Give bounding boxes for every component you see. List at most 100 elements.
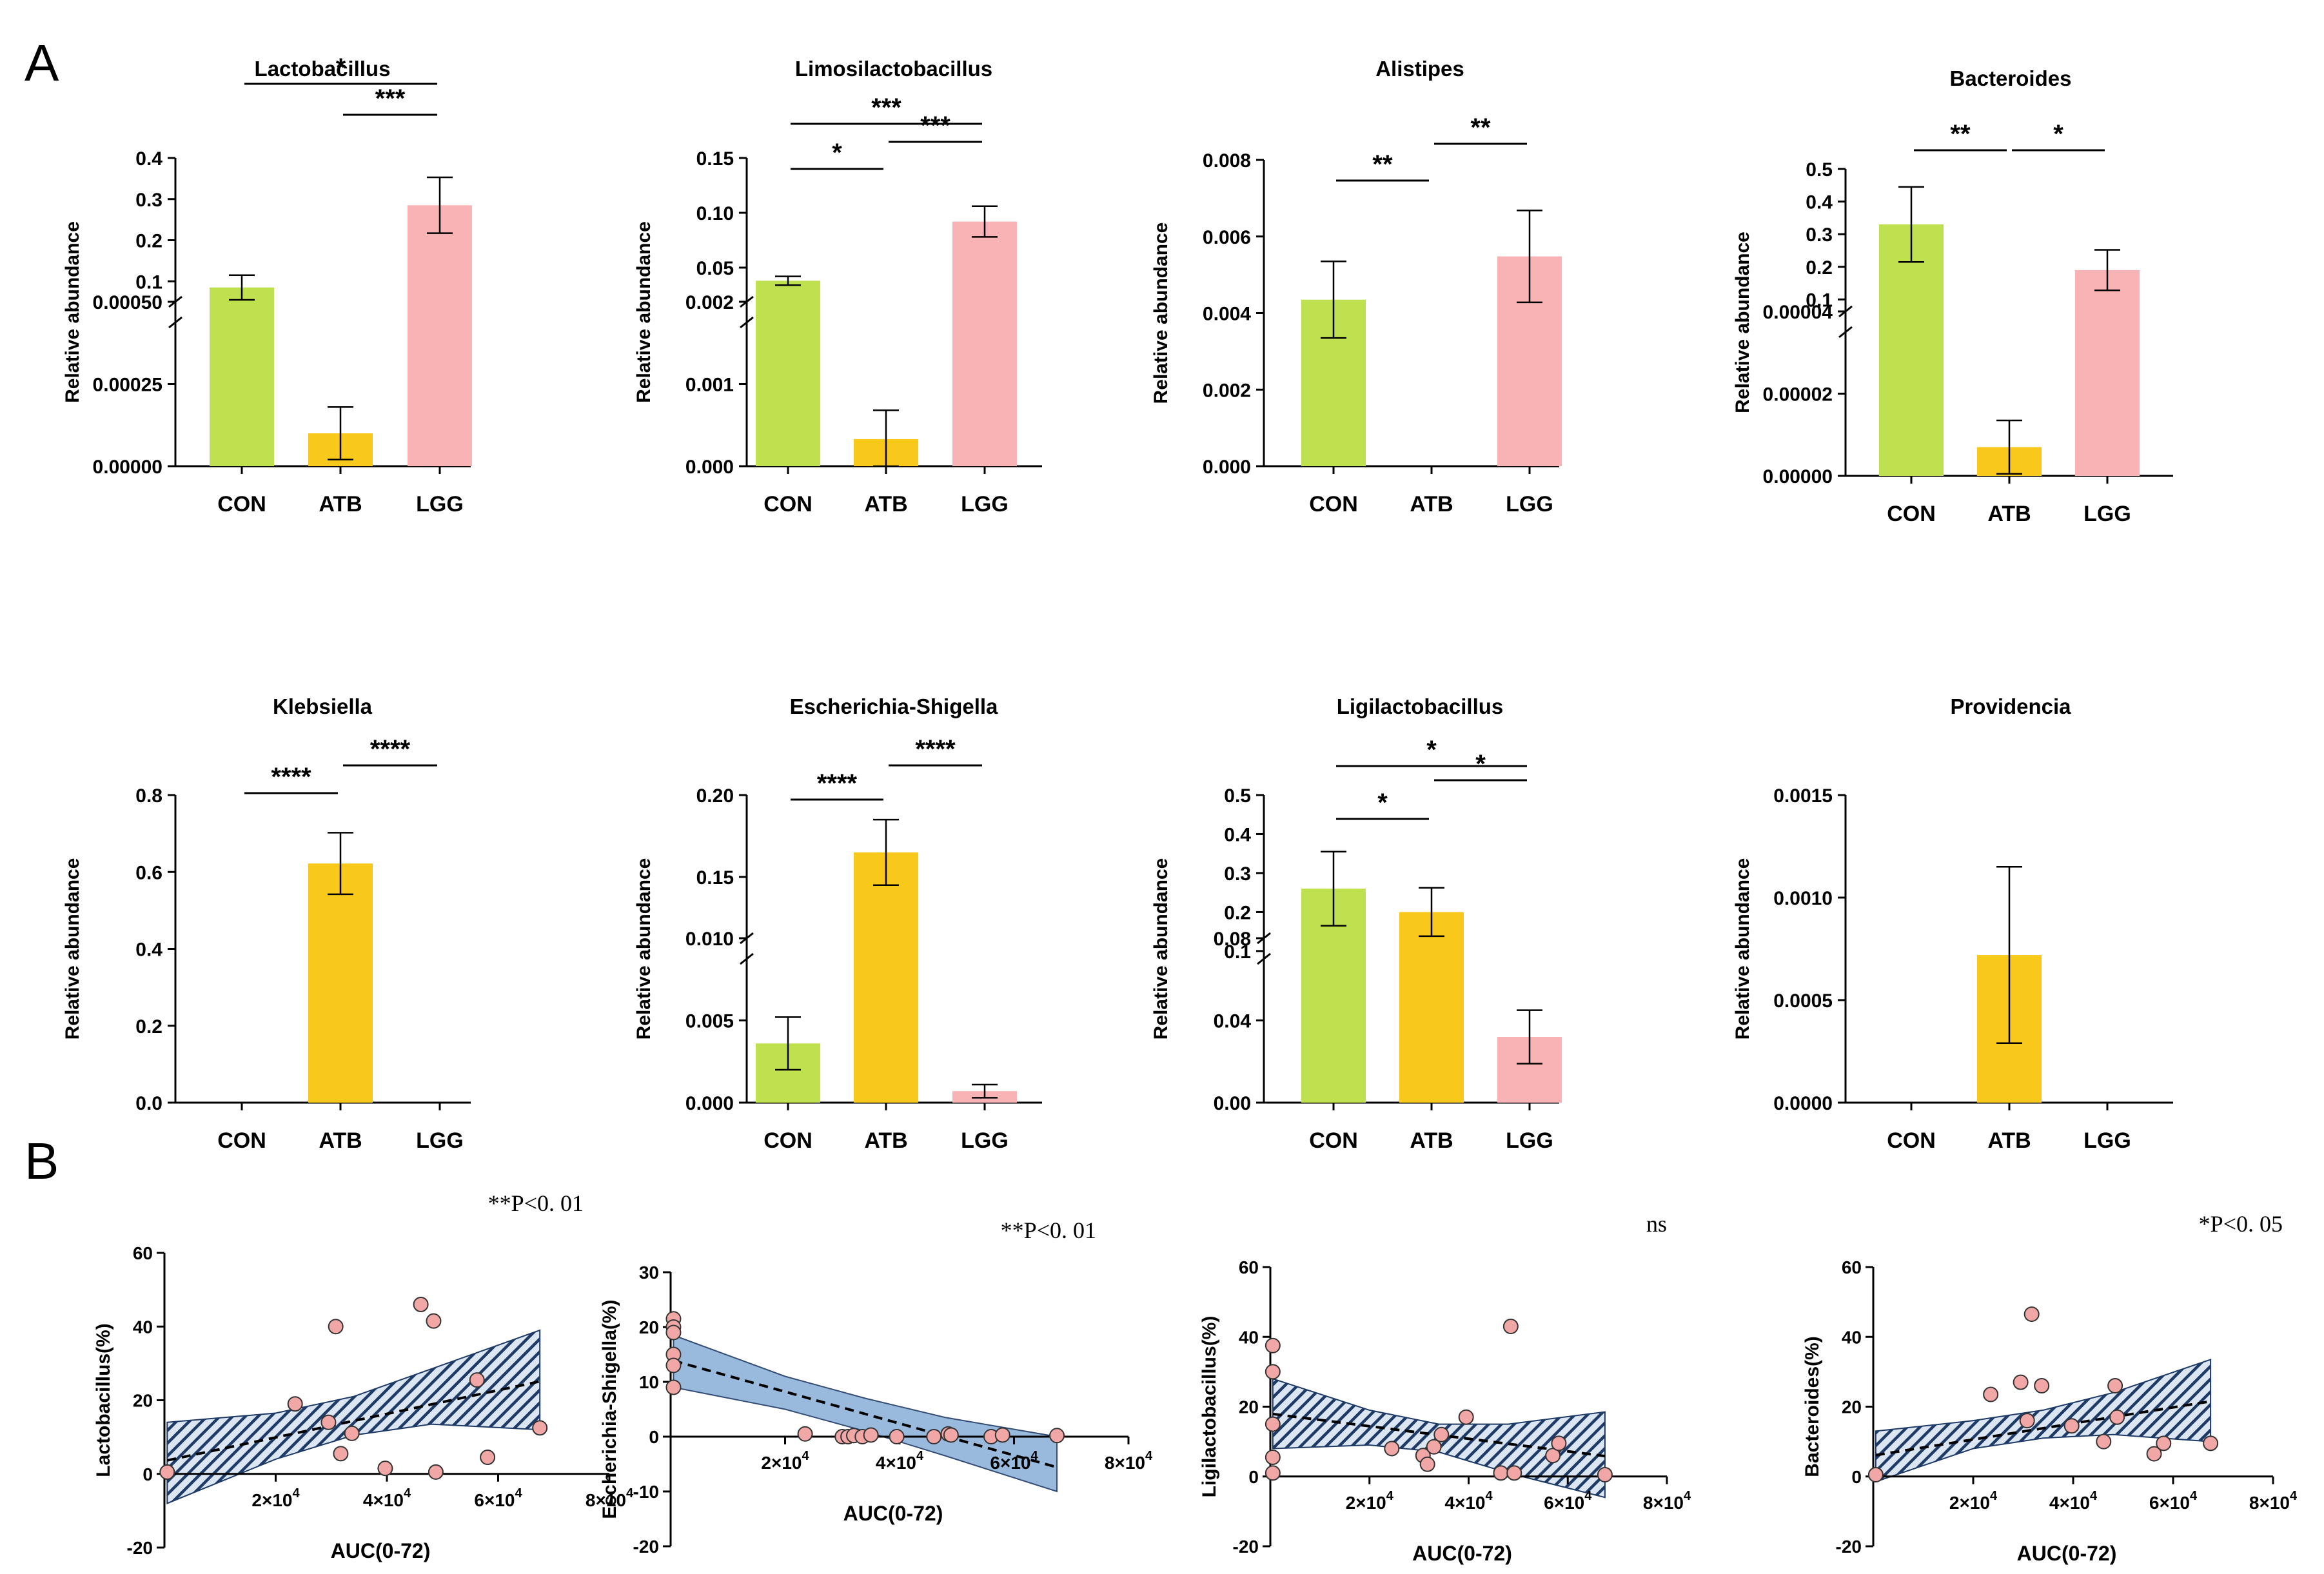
data-point bbox=[797, 1426, 813, 1442]
category-label: LGG bbox=[1506, 1128, 1553, 1153]
x-tick-exponent: 4 bbox=[404, 1486, 411, 1500]
x-tick-base: ×10 bbox=[771, 1453, 802, 1473]
significance-label: **** bbox=[915, 735, 956, 763]
y-tick-label: 0.3 bbox=[135, 190, 162, 211]
bar-chart-1: Lactobacillus Relative abundance 0.00000 0.… bbox=[62, 54, 472, 516]
y-tick-label: 0.15 bbox=[696, 148, 734, 170]
confidence-band bbox=[166, 1329, 541, 1504]
x-tick-label: 2×104 bbox=[251, 1486, 300, 1510]
bar-lower-segment bbox=[408, 302, 472, 466]
y-axis-label: Relative abundance bbox=[62, 858, 83, 1040]
data-point bbox=[1265, 1416, 1281, 1432]
regression-line bbox=[166, 1380, 540, 1462]
y-tick-label: 0.2 bbox=[1224, 902, 1251, 923]
category-label: ATB bbox=[1987, 502, 2031, 526]
y-tick-label: 0 bbox=[1248, 1467, 1259, 1487]
bar-chart-2: Limosilactobacillus Relative abundance 0.0… bbox=[633, 57, 1042, 516]
data-point bbox=[1265, 1364, 1281, 1380]
chart-title: Ligilactobacillus bbox=[1337, 694, 1504, 718]
x-tick-base: ×10 bbox=[1554, 1493, 1585, 1513]
y-tick-label: 0.002 bbox=[1203, 380, 1251, 401]
x-tick-mantissa: 6 bbox=[1544, 1493, 1554, 1513]
y-axis-label: Relative abundance bbox=[1732, 231, 1753, 413]
x-tick-label: 2×104 bbox=[1949, 1489, 1998, 1513]
y-tick-label: 0.2 bbox=[135, 231, 162, 252]
significance-label: *** bbox=[920, 112, 950, 140]
y-tick-label: 0.0015 bbox=[1773, 785, 1833, 807]
y-tick-label: 40 bbox=[1842, 1327, 1862, 1347]
y-tick-label: 0.20 bbox=[696, 785, 734, 807]
x-tick-exponent: 4 bbox=[916, 1449, 924, 1463]
significance-label: *** bbox=[375, 84, 406, 113]
y-axis-label: Bacteroides(%) bbox=[1802, 1336, 1823, 1477]
y-tick-label: 0.000 bbox=[685, 457, 734, 478]
category-label: LGG bbox=[416, 1128, 464, 1153]
y-tick-label: 0.04 bbox=[1214, 1011, 1252, 1032]
category-label: LGG bbox=[1506, 492, 1553, 516]
significance-annotation: ns bbox=[1646, 1211, 1667, 1237]
x-tick-mantissa: 2 bbox=[1346, 1493, 1356, 1513]
data-point bbox=[665, 1357, 682, 1373]
y-tick-label: 0.08 bbox=[1214, 929, 1251, 950]
data-point bbox=[1506, 1465, 1522, 1481]
y-tick-label: 0.5 bbox=[1806, 159, 1833, 181]
category-label: ATB bbox=[864, 492, 907, 516]
x-axis-label: AUC(0-72) bbox=[331, 1539, 431, 1562]
y-tick-label: -20 bbox=[1836, 1537, 1862, 1557]
x-axis-label: AUC(0-72) bbox=[1412, 1542, 1512, 1565]
significance-label: **** bbox=[370, 735, 411, 763]
y-tick-label: 0.004 bbox=[1203, 304, 1251, 325]
x-tick-base: ×10 bbox=[1455, 1493, 1486, 1513]
x-tick-label: 2×104 bbox=[761, 1449, 809, 1473]
significance-label: ** bbox=[1372, 150, 1393, 179]
x-tick-label: 8×104 bbox=[1105, 1449, 1153, 1473]
y-tick-label: 0.4 bbox=[1806, 192, 1833, 213]
x-tick-base: ×10 bbox=[484, 1490, 515, 1510]
y-tick-label: 0.10 bbox=[696, 203, 734, 224]
x-tick-label: 2×104 bbox=[1346, 1489, 1394, 1513]
data-point bbox=[1265, 1449, 1281, 1465]
y-tick-label: 0.000 bbox=[1203, 457, 1251, 478]
x-tick-mantissa: 2 bbox=[761, 1453, 771, 1473]
y-tick-label: 60 bbox=[1842, 1257, 1862, 1277]
charts-group: Lactobacillus Relative abundance 0.00000 0.… bbox=[62, 54, 2298, 1565]
chart-title: Lactobacillus bbox=[255, 57, 391, 81]
x-tick-mantissa: 4 bbox=[876, 1453, 886, 1473]
data-point bbox=[1426, 1439, 1442, 1455]
x-tick-base: ×10 bbox=[2159, 1493, 2190, 1513]
significance-annotation: **P<0. 01 bbox=[488, 1190, 584, 1216]
x-tick-base: ×10 bbox=[595, 1490, 626, 1510]
category-label: CON bbox=[217, 1128, 266, 1153]
y-tick-label: -20 bbox=[1233, 1537, 1259, 1557]
data-point bbox=[2203, 1435, 2219, 1451]
x-tick-mantissa: 4 bbox=[1444, 1493, 1455, 1513]
x-tick-base: ×10 bbox=[1000, 1453, 1031, 1473]
y-axis-label: Lactobacillus(%) bbox=[93, 1323, 114, 1477]
y-tick-label: -20 bbox=[633, 1537, 659, 1557]
x-tick-mantissa: 6 bbox=[2149, 1493, 2160, 1513]
bar-lower-segment bbox=[952, 302, 1017, 466]
y-tick-label: 0.00000 bbox=[93, 457, 162, 478]
chart-title: Bacteroides bbox=[1950, 66, 2072, 90]
data-point bbox=[413, 1296, 429, 1312]
x-tick-exponent: 4 bbox=[2290, 1489, 2298, 1503]
x-tick-label: 8×104 bbox=[2249, 1489, 2298, 1513]
y-axis-label: Relative abundance bbox=[62, 221, 83, 403]
x-tick-mantissa: 8 bbox=[1105, 1453, 1115, 1473]
data-point bbox=[943, 1427, 959, 1443]
y-axis-label: Relative abundance bbox=[1150, 858, 1172, 1040]
data-point bbox=[2109, 1409, 2125, 1425]
x-tick-exponent: 4 bbox=[1584, 1489, 1592, 1503]
x-tick-mantissa: 6 bbox=[990, 1453, 1000, 1473]
data-point bbox=[1545, 1448, 1561, 1464]
data-point bbox=[2107, 1378, 2123, 1394]
regression-line bbox=[1875, 1400, 2211, 1457]
y-tick-label: 30 bbox=[639, 1263, 659, 1283]
bar-lower-segment bbox=[2075, 311, 2140, 476]
significance-label: * bbox=[1426, 736, 1437, 764]
x-tick-base: ×10 bbox=[262, 1490, 293, 1510]
category-label: CON bbox=[763, 492, 812, 516]
y-tick-label: 0.5 bbox=[1224, 785, 1251, 807]
